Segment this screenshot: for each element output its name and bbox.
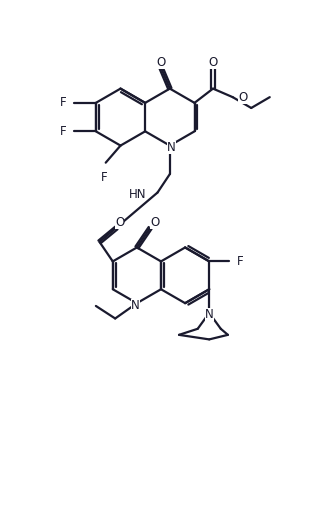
Text: O: O — [238, 91, 248, 104]
Text: F: F — [237, 255, 244, 268]
Text: HN: HN — [129, 188, 147, 201]
Text: O: O — [156, 56, 165, 69]
Text: N: N — [205, 308, 213, 321]
Text: N: N — [131, 299, 140, 312]
Text: F: F — [60, 125, 67, 138]
Text: F: F — [60, 97, 67, 110]
Text: O: O — [150, 216, 159, 229]
Text: F: F — [101, 171, 108, 184]
Text: O: O — [208, 56, 218, 69]
Text: N: N — [167, 141, 176, 154]
Text: O: O — [115, 216, 124, 229]
